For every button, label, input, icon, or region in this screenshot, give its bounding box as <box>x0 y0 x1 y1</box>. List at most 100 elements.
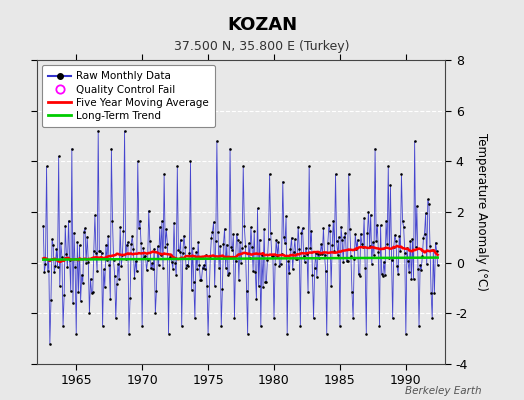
Point <box>273 252 281 259</box>
Point <box>140 254 148 260</box>
Point <box>325 222 333 228</box>
Point <box>420 231 429 237</box>
Point <box>182 264 190 271</box>
Point <box>68 146 76 152</box>
Point <box>157 252 165 259</box>
Point <box>347 253 355 260</box>
Point <box>193 266 201 272</box>
Point <box>66 257 74 263</box>
Point <box>122 256 130 262</box>
Point <box>154 243 162 250</box>
Point <box>178 323 186 329</box>
Point <box>411 244 420 251</box>
Y-axis label: Temperature Anomaly (°C): Temperature Anomaly (°C) <box>475 133 488 291</box>
Point <box>158 218 166 224</box>
Point <box>200 262 208 268</box>
Point <box>256 236 264 243</box>
Point <box>332 238 341 244</box>
Point <box>292 256 300 262</box>
Point <box>215 265 223 271</box>
Point <box>64 218 73 224</box>
Point <box>349 315 357 322</box>
Point <box>194 239 202 245</box>
Point <box>261 278 269 285</box>
Point <box>187 158 195 164</box>
Point <box>244 330 252 337</box>
Point <box>252 296 260 303</box>
Point <box>207 234 215 241</box>
Point <box>284 258 292 264</box>
Point <box>62 250 71 257</box>
Point <box>48 236 56 242</box>
Point <box>384 163 392 170</box>
Point <box>399 224 408 230</box>
Point <box>326 228 334 234</box>
Point <box>229 231 237 238</box>
Point <box>61 223 70 229</box>
Point <box>124 239 132 246</box>
Point <box>369 239 377 245</box>
Point <box>104 233 112 240</box>
Point <box>358 241 366 248</box>
Point <box>160 171 168 177</box>
Point <box>84 259 93 266</box>
Point <box>208 229 216 235</box>
Point <box>264 236 272 242</box>
Point <box>83 233 91 240</box>
Point <box>115 276 123 282</box>
Point <box>301 258 309 265</box>
Point <box>363 230 372 236</box>
Point <box>135 225 143 231</box>
Point <box>257 323 265 329</box>
Point <box>290 249 298 256</box>
Point <box>415 323 423 329</box>
Point <box>396 248 405 255</box>
Point <box>361 265 369 272</box>
Point <box>103 257 111 263</box>
Point <box>373 222 381 228</box>
Point <box>50 269 59 276</box>
Point <box>335 234 343 240</box>
Point <box>112 315 120 322</box>
Point <box>52 246 61 253</box>
Point <box>143 267 151 274</box>
Point <box>337 224 345 230</box>
Point <box>60 292 68 299</box>
Point <box>233 231 241 237</box>
Point <box>228 247 236 254</box>
Point <box>275 263 283 269</box>
Point <box>305 163 313 170</box>
Point <box>198 277 206 283</box>
Point <box>418 253 427 260</box>
Point <box>313 273 321 280</box>
Point <box>80 228 88 235</box>
Point <box>129 245 138 252</box>
Point <box>316 251 324 258</box>
Point <box>348 289 356 296</box>
Point <box>271 260 279 267</box>
Point <box>238 245 246 251</box>
Point <box>174 247 182 254</box>
Point <box>136 218 144 224</box>
Point <box>54 153 63 160</box>
Point <box>133 268 141 275</box>
Point <box>171 260 179 267</box>
Point <box>72 330 80 337</box>
Point <box>380 258 388 265</box>
Point <box>163 241 172 248</box>
Point <box>389 244 398 250</box>
Point <box>253 205 261 212</box>
Point <box>118 252 127 258</box>
Point <box>46 340 54 347</box>
Point <box>297 229 305 236</box>
Point <box>230 315 238 322</box>
Point <box>357 230 365 237</box>
Point <box>42 163 51 170</box>
Point <box>63 264 72 270</box>
Point <box>423 196 432 202</box>
Point <box>40 269 49 275</box>
Point <box>421 210 430 216</box>
Point <box>240 223 248 229</box>
Point <box>192 249 200 256</box>
Point <box>79 280 87 286</box>
